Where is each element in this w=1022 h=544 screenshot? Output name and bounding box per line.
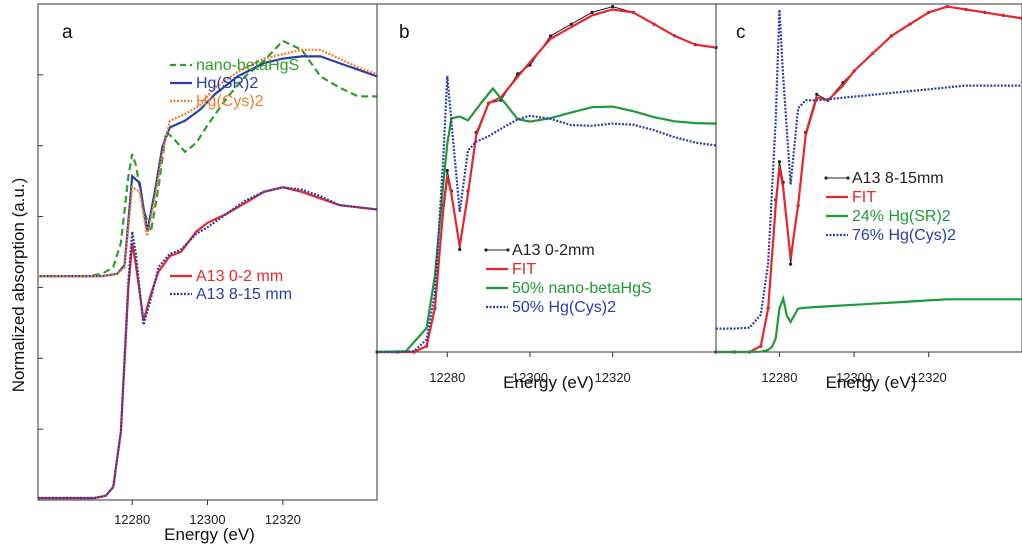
legend-label: 24% Hg(SR)2 [852,208,951,225]
x-tick-label: 12300 [512,370,548,385]
legend-label: FIT [512,261,536,278]
x-tick-label: 12300 [189,512,225,527]
data-point [611,5,615,9]
data-point [815,92,819,96]
x-axis-label: Energy (eV) [503,373,594,392]
series-line-fit [377,8,717,354]
series-line-a13-8-15-mm [38,186,378,500]
legend-label: 76% Hg(Cys)2 [852,227,956,244]
legend-label: FIT [852,189,876,206]
x-tick-label: 12320 [265,512,301,527]
data-point [569,22,573,26]
data-point [445,168,449,173]
data-point [458,247,462,252]
legend-marker [484,248,488,252]
series-line-nano-betahgs [38,39,377,278]
series-line-a13-0-2-mm [38,186,378,500]
x-tick-label: 12300 [836,370,872,385]
legend-label: 50% nano-betaHgS [512,280,652,297]
legend-label: nano-betaHgS [196,57,299,74]
legend-label: A13 8-15 mm [196,286,292,303]
x-tick-label: 12280 [429,370,465,385]
x-tick-label: 12320 [911,370,947,385]
data-point [549,34,553,38]
series-line-24-hg-sr-2 [716,294,1022,354]
panel-letter: c [736,22,746,43]
series-line-fit [716,5,1022,354]
x-tick-label: 12280 [761,370,797,385]
legend-label: Hg(SR)2 [196,75,258,92]
legend-label: Hg(Cys)2 [196,93,264,110]
legend-marker [824,176,828,180]
series-line-50-hg-cys-2 [377,75,717,354]
y-axis-label: Normalized absorption (a.u.) [9,178,28,392]
x-axis-label: Energy (eV) [164,525,255,544]
legend-marker [506,248,510,252]
x-tick-label: 12280 [114,512,150,527]
data-point [590,10,594,14]
panel-frame [715,3,1022,353]
legend-marker [846,176,850,180]
data-point [777,160,782,164]
x-axis-label: Energy (eV) [826,373,917,392]
legend-label: A13 8-15mm [852,170,944,187]
legend-label: A13 0-2 mm [196,268,283,285]
legend-label: 50% Hg(Cys)2 [512,299,616,316]
panel-letter: a [62,22,73,43]
panel-letter: b [399,22,410,43]
x-tick-label: 12320 [595,370,631,385]
legend-label: A13 0-2mm [512,242,595,259]
data-point [789,262,793,266]
series-line-hg-cys-2 [38,48,378,278]
